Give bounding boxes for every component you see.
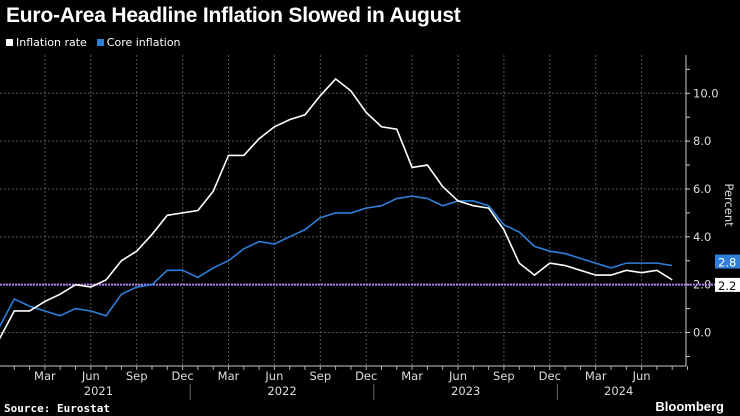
legend-label: Inflation rate: [16, 36, 87, 49]
x-year-label: 2023: [451, 384, 480, 398]
x-tick-label: Mar: [401, 369, 423, 383]
x-year-label: 2021: [84, 384, 113, 398]
x-year-label: 2024: [604, 384, 633, 398]
end-value-label: 2.2: [718, 279, 736, 293]
series-line-inflation: [0, 77, 673, 340]
series-line-core: [0, 195, 673, 328]
x-tick-label: Mar: [34, 369, 56, 383]
x-tick-label: Dec: [355, 369, 377, 383]
source-note: Source: Eurostat: [4, 402, 110, 415]
x-tick-label: Jun: [264, 369, 283, 383]
chart-title: Euro-Area Headline Inflation Slowed in A…: [6, 4, 461, 27]
x-tick-label: Sep: [309, 369, 331, 383]
x-tick-label: Sep: [126, 369, 148, 383]
y-tick-label: 0.0: [693, 326, 711, 340]
y-tick-label: 10.0: [693, 86, 719, 100]
x-tick-label: Jun: [632, 369, 651, 383]
y-axis-label: Percent: [722, 183, 736, 227]
legend-item-core: Core inflation: [96, 36, 181, 49]
legend-label: Core inflation: [106, 36, 181, 49]
x-tick-label: Sep: [493, 369, 515, 383]
legend-swatch-core: [96, 39, 104, 46]
x-year-label: 2022: [267, 384, 296, 398]
legend: Inflation rate Core inflation: [6, 36, 181, 49]
x-tick-label: Jun: [81, 369, 100, 383]
y-tick-label: 8.0: [693, 134, 711, 148]
y-tick-label: 6.0: [693, 182, 711, 196]
x-tick-label: Jun: [448, 369, 467, 383]
legend-item-inflation: Inflation rate: [6, 36, 87, 49]
x-tick-label: Mar: [218, 369, 240, 383]
bloomberg-logo: Bloomberg: [655, 399, 724, 414]
end-label-box: [715, 277, 740, 292]
x-tick-label: Mar: [585, 369, 607, 383]
end-value-label: 2.8: [718, 256, 736, 270]
legend-swatch-inflation: [6, 39, 13, 46]
end-label-box: [715, 254, 740, 269]
x-tick-label: Dec: [539, 369, 561, 383]
x-tick-label: Dec: [171, 369, 193, 383]
y-tick-label: 4.0: [693, 230, 711, 244]
